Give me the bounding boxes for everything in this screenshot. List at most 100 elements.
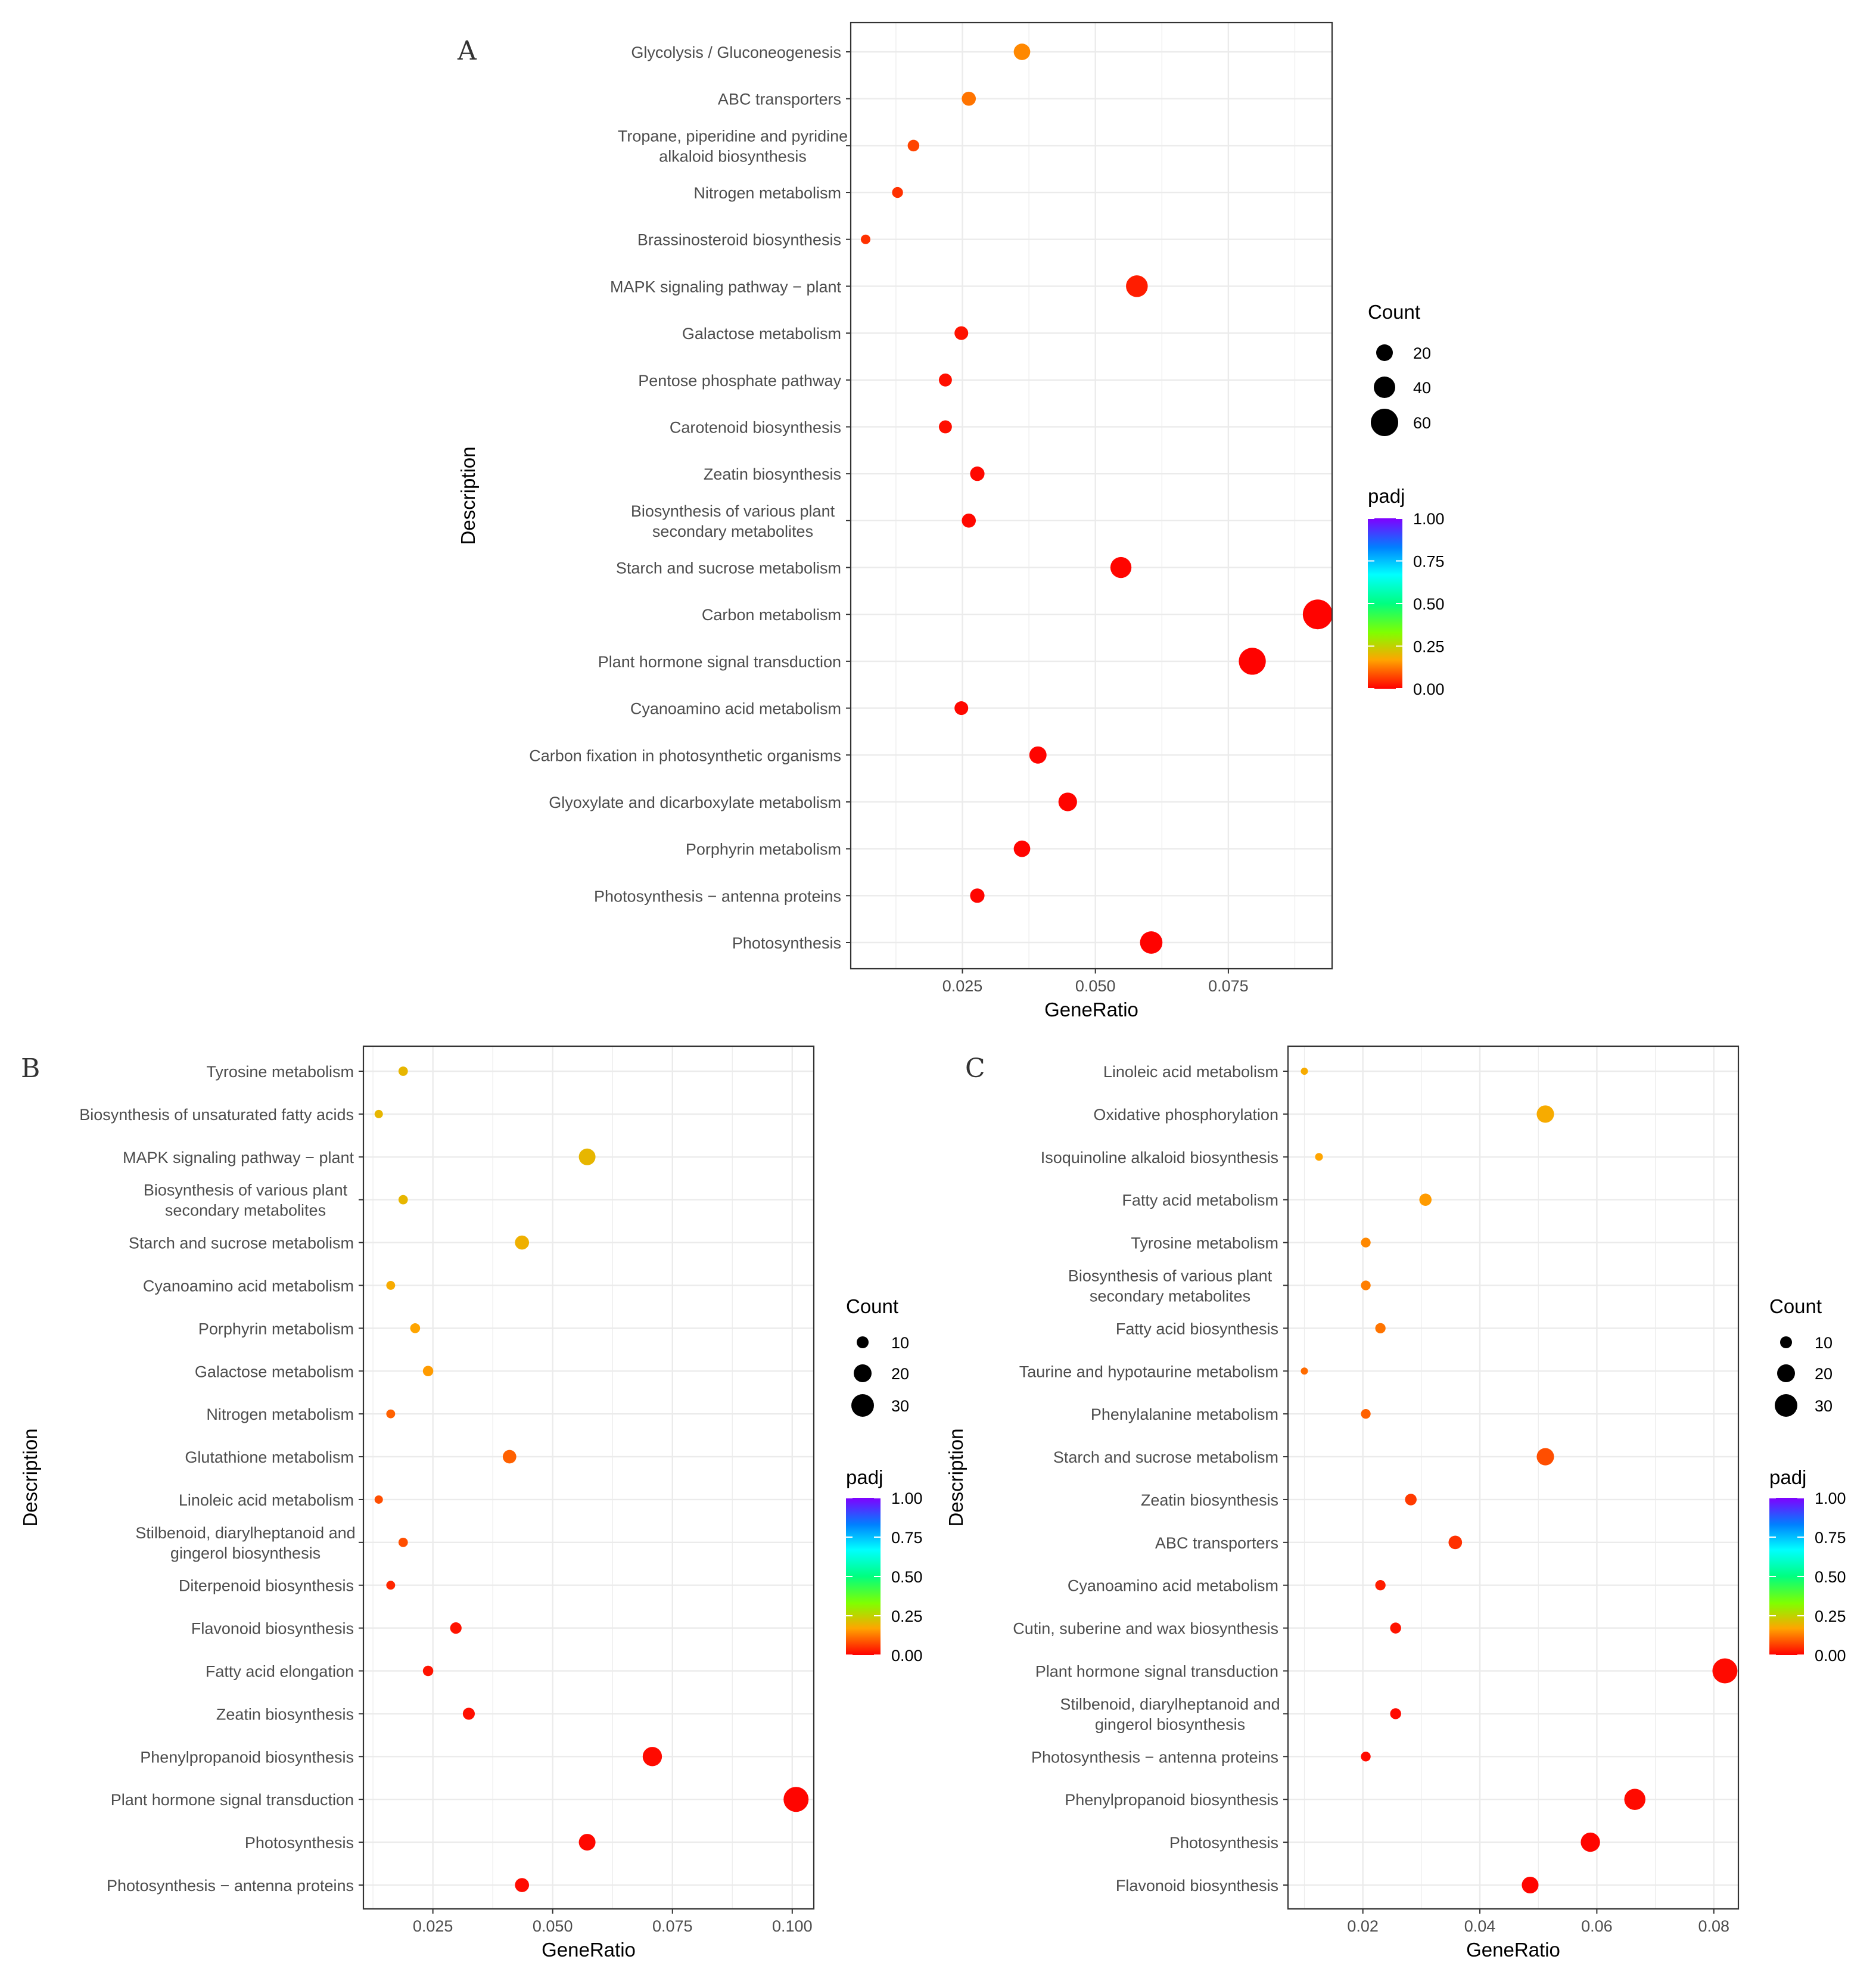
data-point <box>970 466 985 481</box>
data-point <box>422 1665 434 1677</box>
data-point <box>386 1581 396 1590</box>
data-point <box>578 1148 596 1165</box>
data-point <box>1522 1876 1539 1894</box>
count-legend-label: 40 <box>1413 379 1431 397</box>
data-point <box>386 1281 396 1290</box>
count-legend-label: 60 <box>1413 414 1431 432</box>
category-label: Phenylpropanoid biosynthesis <box>140 1748 354 1766</box>
data-point <box>398 1195 408 1205</box>
category-label: Glyoxylate and dicarboxylate metabolism <box>549 794 841 811</box>
category-label: Zeatin biosynthesis <box>704 465 841 483</box>
panel-border <box>362 1045 815 1910</box>
grid <box>363 1046 814 1909</box>
data-point <box>783 1787 809 1812</box>
category-label: Biosynthesis of unsaturated fatty acids <box>79 1106 354 1124</box>
data-point <box>502 1450 517 1464</box>
category-label: MAPK signaling pathway − plant <box>123 1149 354 1167</box>
data-point <box>1536 1448 1554 1466</box>
data-point <box>1405 1494 1417 1506</box>
padj-legend-label: 0.25 <box>1815 1607 1846 1625</box>
data-point <box>907 139 920 152</box>
padj-legend-label: 0.25 <box>891 1607 923 1625</box>
category-label: Plant hormone signal transduction <box>111 1791 354 1809</box>
category-label: Fatty acid biosynthesis <box>1116 1320 1278 1338</box>
data-point <box>860 234 870 244</box>
data-point <box>374 1109 383 1118</box>
data-point <box>1239 648 1266 675</box>
x-tick-label: 0.050 <box>533 1917 573 1935</box>
x-tick-label: 0.02 <box>1347 1917 1379 1935</box>
category-label: Stilbenoid, diarylheptanoid and gingerol … <box>1060 1695 1280 1733</box>
padj-legend-label: 0.50 <box>1413 595 1445 613</box>
category-label: Starch and sucrose metabolism <box>616 559 841 577</box>
category-label: Cutin, suberine and wax biosynthesis <box>1013 1620 1278 1638</box>
category-label: ABC transporters <box>1155 1534 1278 1552</box>
data-point <box>1302 599 1333 630</box>
category-label: Photosynthesis <box>1169 1834 1278 1852</box>
data-point <box>1624 1789 1646 1810</box>
data-point <box>1013 43 1031 60</box>
padj-legend-label: 0.75 <box>1413 553 1445 571</box>
count-legend-title: Count <box>1769 1295 1822 1317</box>
y-axis-title: Description <box>945 1428 967 1526</box>
category-label: Flavonoid biosynthesis <box>1116 1877 1278 1895</box>
panel-a-label: A <box>457 36 477 66</box>
legend: Count 10 20 30 padj 1.00 0.75 0.50 0.25 0.00 <box>1769 1295 1846 1665</box>
data-point <box>515 1235 530 1250</box>
data-point <box>1361 1280 1371 1290</box>
category-label: Photosynthesis − antenna proteins <box>107 1877 354 1895</box>
category-label: Nitrogen metabolism <box>206 1405 354 1423</box>
category-label: Carbon fixation in photosynthetic organi… <box>529 747 841 764</box>
data-point <box>422 1366 434 1377</box>
count-legend-label: 20 <box>1815 1365 1833 1383</box>
x-tick-label: 0.025 <box>942 977 983 995</box>
category-label: Biosynthesis of various plant secondary m… <box>631 502 835 540</box>
padj-legend-label: 0.50 <box>891 1568 923 1586</box>
category-label: Porphyrin metabolism <box>198 1320 354 1338</box>
category-label: Tyrosine metabolism <box>206 1063 354 1081</box>
y-axis-labels: Linoleic acid metabolism Oxidative phosph… <box>1013 1063 1288 1895</box>
count-legend-label: 10 <box>891 1334 909 1352</box>
category-label: Starch and sucrose metabolism <box>129 1234 354 1252</box>
panel-b-label: B <box>21 1053 40 1084</box>
data-point <box>1315 1153 1323 1161</box>
count-legend-key <box>1374 377 1395 398</box>
padj-legend-label: 0.00 <box>1413 680 1445 698</box>
category-label: Diterpenoid biosynthesis <box>179 1577 354 1595</box>
category-label: Photosynthesis <box>732 934 841 952</box>
category-label: Brassinosteroid biosynthesis <box>637 231 841 249</box>
padj-legend-label: 1.00 <box>1815 1489 1846 1507</box>
data-point <box>1140 931 1163 954</box>
category-label: Photosynthesis − antenna proteins <box>594 887 841 905</box>
panel-b: B Tyrosine metabolism Biosynthesis of uns… <box>19 1045 923 1961</box>
category-label: Phenylpropanoid biosynthesis <box>1065 1791 1278 1809</box>
panel-c: C Linoleic acid metabolism Oxidative phos… <box>945 1045 1846 1961</box>
data-point <box>1536 1105 1554 1123</box>
category-label: Fatty acid elongation <box>206 1663 354 1681</box>
category-label: Zeatin biosynthesis <box>216 1705 354 1723</box>
x-tick-label: 0.06 <box>1581 1917 1613 1935</box>
y-axis-labels: Glycolysis / Gluconeogenesis ABC transpor… <box>529 43 851 952</box>
data-point <box>1448 1535 1463 1550</box>
points <box>860 43 1333 954</box>
data-point <box>970 888 985 903</box>
count-legend-key <box>1777 1364 1795 1382</box>
count-legend-label: 30 <box>891 1397 909 1415</box>
panel-border <box>850 21 1333 970</box>
padj-legend-label: 1.00 <box>1413 510 1445 528</box>
legend: Count 20 40 60 padj 1.00 0.75 0.50 0.25 0.00 <box>1368 301 1445 698</box>
data-point <box>578 1834 596 1851</box>
x-tick-label: 0.100 <box>772 1917 813 1935</box>
data-point <box>1581 1832 1600 1852</box>
category-label: Biosynthesis of various plant secondary m… <box>1068 1267 1273 1305</box>
category-label: Tyrosine metabolism <box>1131 1234 1278 1252</box>
data-point <box>642 1747 662 1766</box>
x-tick-label: 0.075 <box>652 1917 693 1935</box>
padj-legend-title: padj <box>1769 1466 1806 1488</box>
data-point <box>1126 275 1148 297</box>
category-label: Flavonoid biosynthesis <box>191 1620 354 1638</box>
data-point <box>1361 1409 1371 1419</box>
data-point <box>1301 1367 1308 1375</box>
count-legend-key <box>854 1364 872 1382</box>
points <box>374 1066 809 1892</box>
